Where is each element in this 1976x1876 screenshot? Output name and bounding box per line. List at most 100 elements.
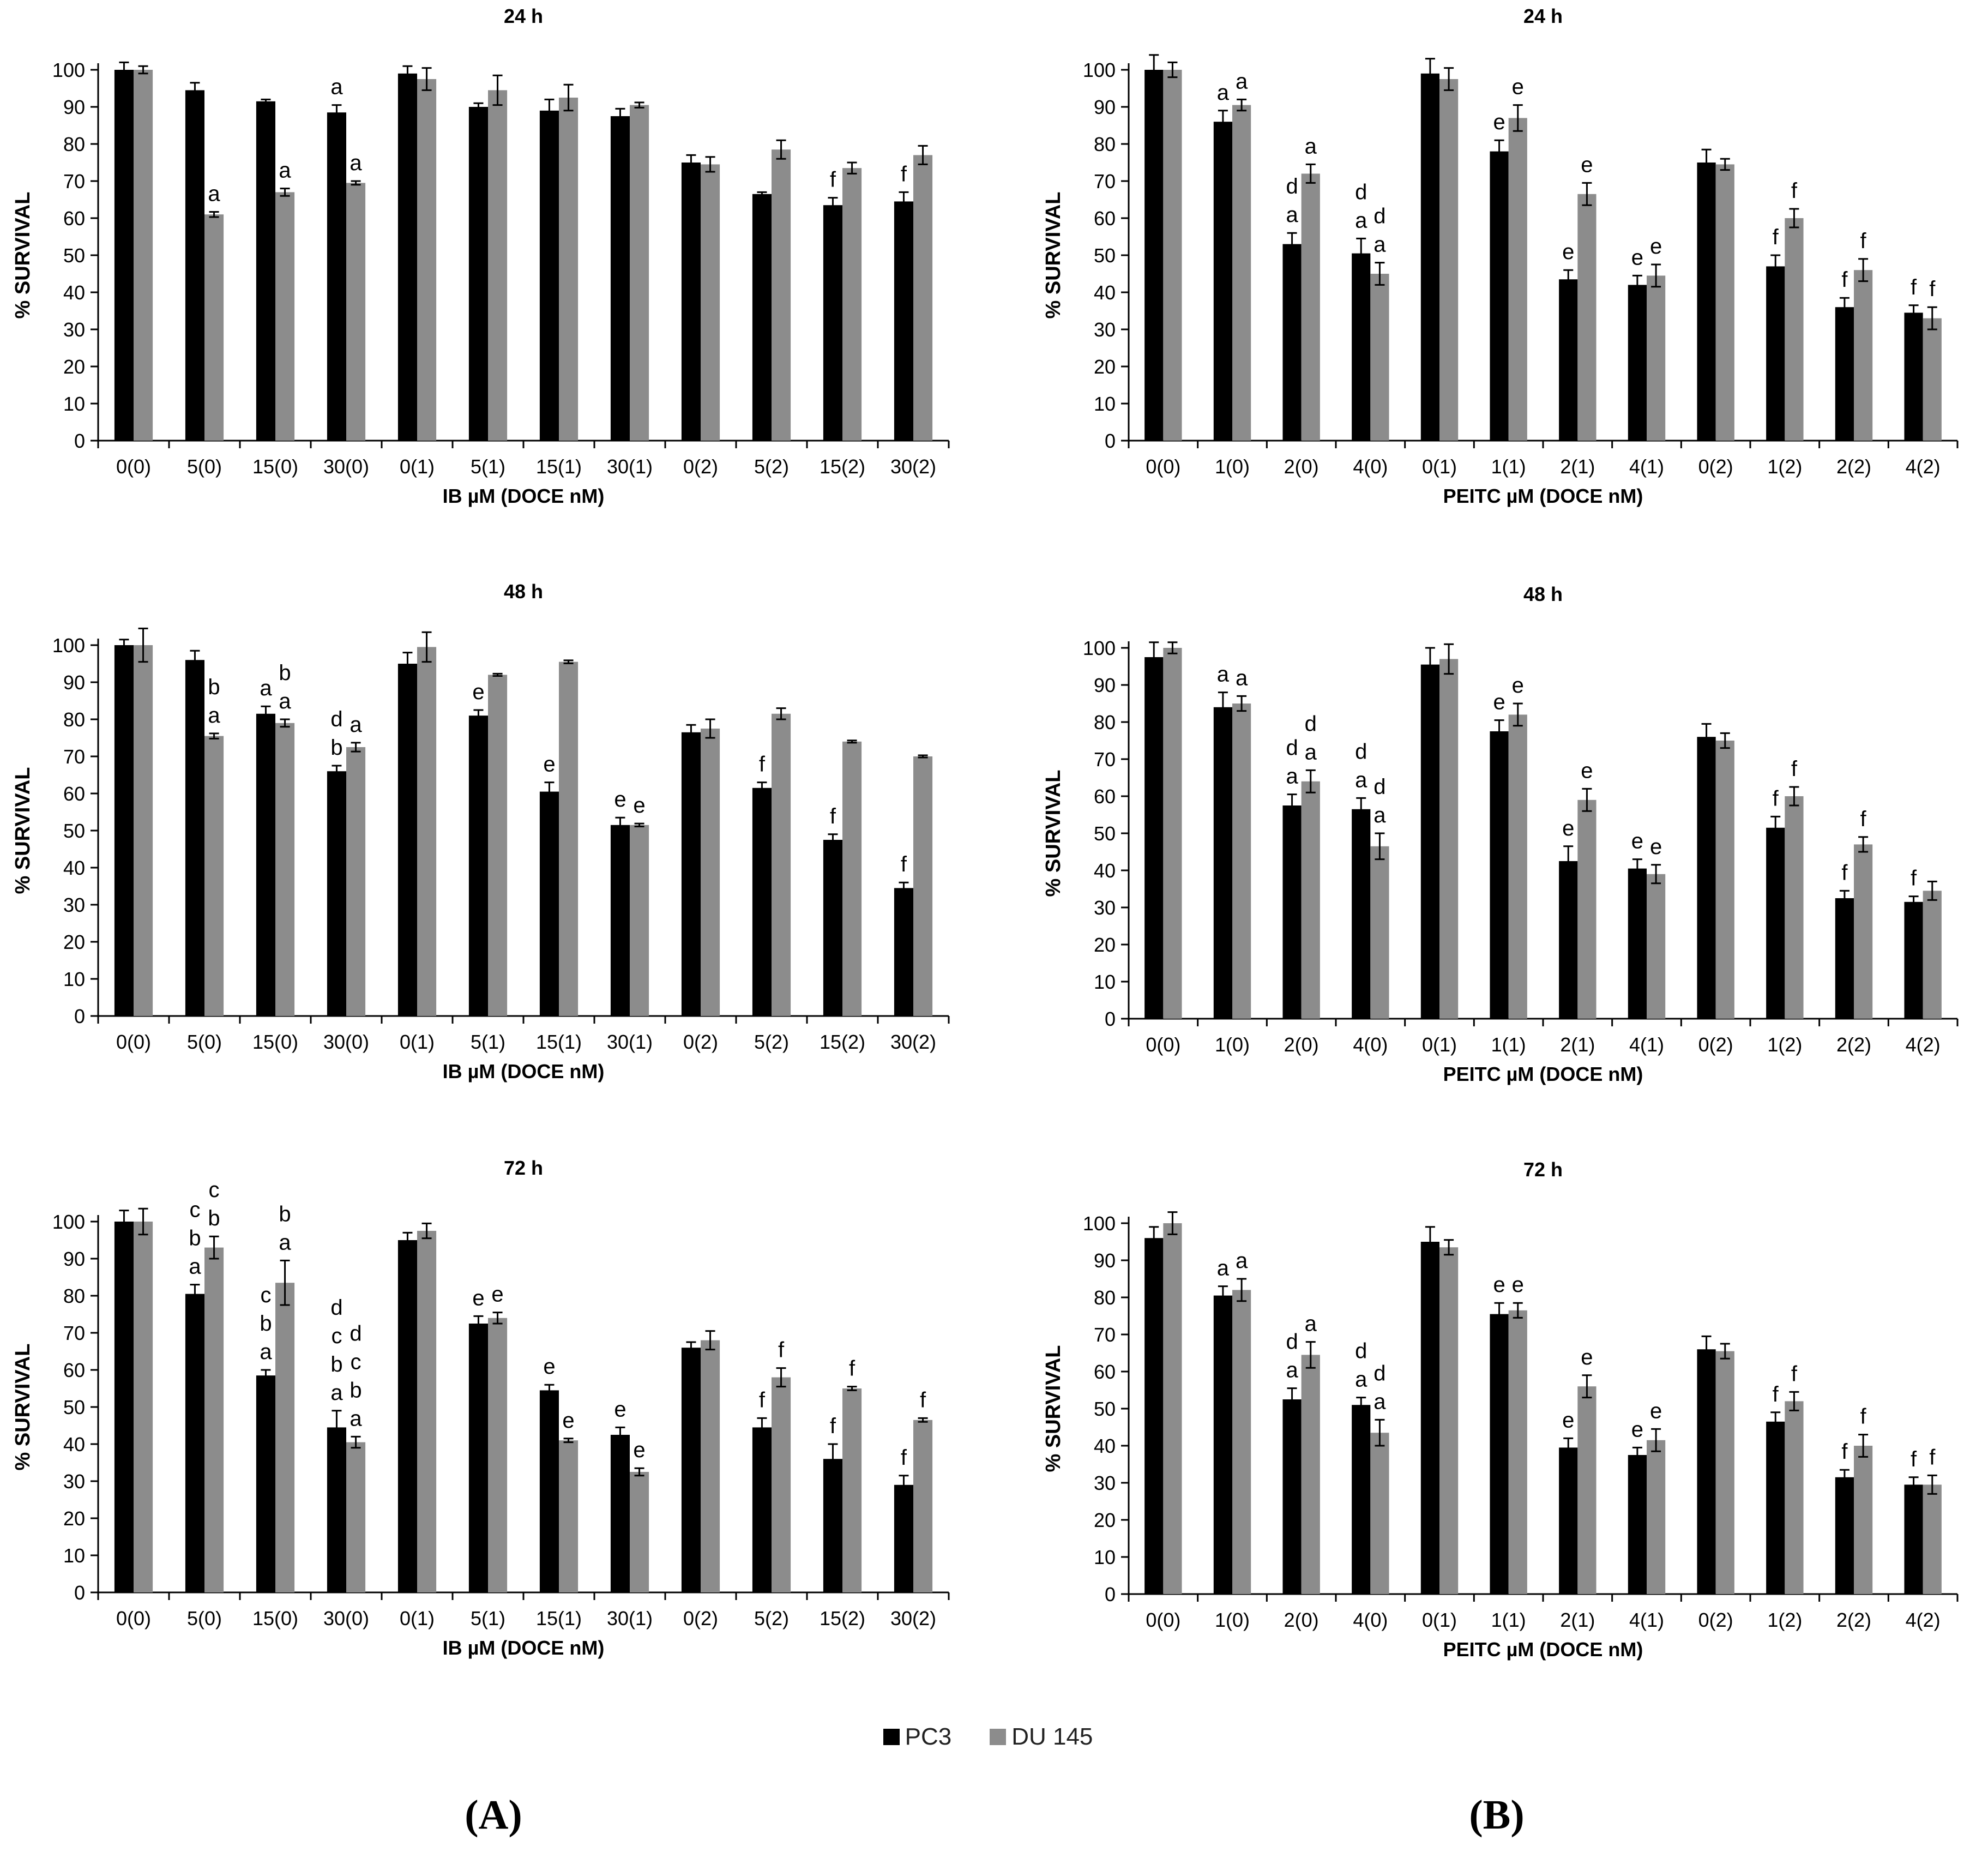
y-axis-label: % SURVIVAL	[11, 767, 34, 894]
x-tick-label: 2(1)	[1560, 455, 1595, 478]
significance-letter: a	[1373, 1390, 1386, 1414]
significance-letter: f	[1773, 225, 1779, 249]
bar-du145	[701, 729, 720, 1016]
x-tick-label: 0(1)	[400, 1607, 435, 1630]
bar-du145	[346, 1442, 366, 1592]
significance-letter: e	[543, 753, 555, 777]
bar-pc3	[1628, 285, 1647, 441]
bar-du145	[346, 747, 366, 1016]
significance-letter: a	[1373, 233, 1386, 257]
significance-letter: a	[279, 689, 291, 713]
bar-du145	[842, 741, 862, 1016]
bar-du145	[275, 723, 295, 1016]
x-tick-label: 0(0)	[116, 1031, 151, 1053]
x-axis-label: PEITC µM (DOCE nM)	[1443, 1063, 1643, 1085]
bar-pc3	[1352, 809, 1371, 1019]
y-tick-label: 70	[63, 170, 85, 193]
significance-letter: d	[1355, 739, 1367, 763]
x-tick-label: 2(0)	[1284, 455, 1319, 478]
chart-title: 24 h	[504, 5, 543, 27]
y-tick-label: 90	[1094, 674, 1116, 696]
significance-letter: b	[279, 661, 291, 685]
chart-title: 72 h	[504, 1157, 543, 1179]
significance-letter: a	[260, 676, 272, 700]
x-tick-label: 0(1)	[400, 1031, 435, 1053]
significance-letter: b	[330, 1352, 342, 1376]
bar-pc3	[823, 1459, 842, 1592]
bar-pc3	[1282, 1399, 1302, 1594]
bar-du145	[417, 647, 437, 1016]
bar-du145	[772, 713, 791, 1016]
bar-du145	[1301, 781, 1320, 1019]
bar-pc3	[1697, 163, 1716, 441]
y-tick-label: 0	[74, 1005, 85, 1027]
significance-letter: b	[279, 1202, 291, 1226]
x-tick-label: 4(2)	[1906, 455, 1941, 478]
x-tick-label: 0(0)	[116, 455, 151, 478]
bar-du145	[1647, 874, 1666, 1019]
y-tick-label: 30	[63, 894, 85, 916]
x-tick-label: 1(0)	[1215, 455, 1250, 478]
bar-pc3	[256, 1375, 275, 1592]
y-tick-label: 100	[1083, 1212, 1116, 1235]
bar-du145	[1370, 1433, 1389, 1594]
panel-label-b: (B)	[1469, 1792, 1525, 1838]
chart-title: 24 h	[1523, 5, 1563, 27]
x-tick-label: 0(2)	[1698, 1033, 1733, 1056]
bar-du145	[417, 79, 437, 441]
bar-du145	[1163, 70, 1182, 441]
x-tick-label: 15(2)	[820, 1607, 865, 1630]
y-tick-label: 40	[63, 857, 85, 879]
significance-letter: a	[330, 1381, 343, 1405]
y-tick-label: 80	[63, 133, 85, 155]
bar-du145	[488, 1318, 508, 1592]
y-tick-label: 70	[1094, 1324, 1116, 1346]
bar-pc3	[1352, 253, 1371, 441]
legend-swatch-pc3	[883, 1729, 900, 1745]
bar-pc3	[1559, 1447, 1578, 1594]
bar-pc3	[894, 201, 913, 441]
significance-letter: a	[1305, 740, 1317, 764]
x-tick-label: 0(1)	[400, 455, 435, 478]
x-tick-label: 30(1)	[607, 1031, 653, 1053]
bar-du145	[1715, 741, 1734, 1019]
significance-letter: f	[1791, 179, 1798, 203]
bar-du145	[559, 1440, 579, 1592]
y-tick-label: 80	[63, 708, 85, 731]
y-tick-label: 0	[1105, 430, 1116, 452]
x-tick-label: 15(1)	[536, 1607, 582, 1630]
x-axis-label: PEITC µM (DOCE nM)	[1443, 485, 1643, 507]
y-tick-label: 30	[63, 1470, 85, 1493]
x-tick-label: 30(0)	[323, 455, 369, 478]
significance-letter: e	[1631, 1417, 1643, 1441]
y-tick-label: 20	[63, 1507, 85, 1530]
bar-du145	[134, 645, 153, 1016]
bar-pc3	[185, 90, 204, 441]
x-tick-label: 30(2)	[890, 455, 936, 478]
y-tick-label: 60	[63, 1359, 85, 1381]
significance-letter: d	[1286, 736, 1298, 760]
significance-letter: c	[351, 1350, 362, 1374]
x-tick-label: 15(2)	[820, 1031, 865, 1053]
bar-pc3	[185, 1294, 204, 1592]
y-tick-label: 0	[1105, 1008, 1116, 1030]
significance-letter: d	[1373, 205, 1385, 229]
bar-pc3	[397, 1240, 417, 1592]
bar-du145	[1301, 1355, 1320, 1594]
x-tick-label: 0(2)	[683, 455, 718, 478]
bar-pc3	[1352, 1405, 1371, 1594]
bar-pc3	[539, 1390, 559, 1592]
x-tick-label: 4(0)	[1353, 1033, 1388, 1056]
x-tick-label: 0(2)	[683, 1607, 718, 1630]
significance-letter: a	[1217, 81, 1230, 105]
bar-pc3	[1835, 898, 1854, 1019]
bar-pc3	[1490, 151, 1509, 441]
y-tick-label: 30	[1094, 1472, 1116, 1494]
bar-du145	[1715, 164, 1734, 441]
significance-letter: f	[830, 804, 836, 828]
bar-du145	[275, 192, 295, 441]
significance-letter: a	[1217, 663, 1230, 687]
bar-pc3	[1213, 1295, 1232, 1594]
significance-letter: f	[920, 1388, 926, 1412]
x-tick-label: 15(0)	[252, 1031, 298, 1053]
